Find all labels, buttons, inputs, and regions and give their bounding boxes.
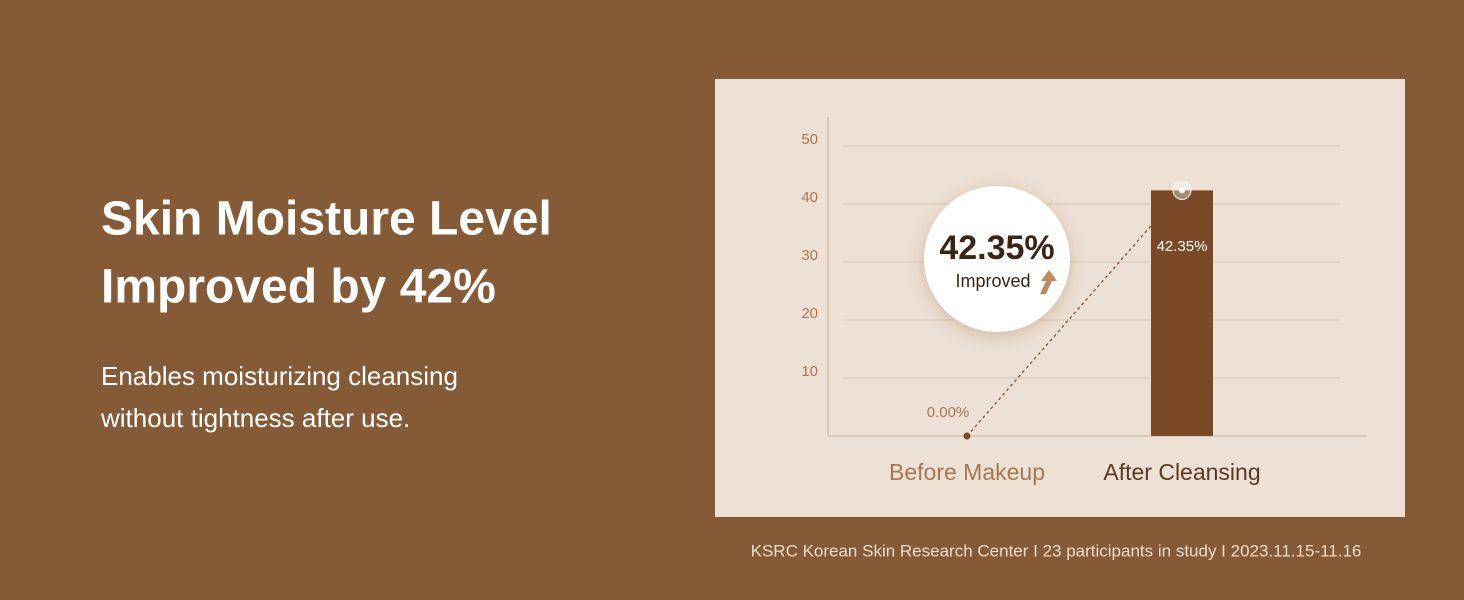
point — [1179, 187, 1185, 194]
x-tick-label: Before Makeup — [889, 459, 1045, 485]
value-label: 0.00% — [927, 404, 970, 421]
bar — [1151, 190, 1213, 436]
chart-panel — [715, 79, 1405, 517]
y-tick-label: 20 — [801, 305, 818, 322]
arrow-icon — [1040, 270, 1057, 294]
point — [963, 432, 971, 440]
x-tick-label: After Cleansing — [1103, 459, 1260, 485]
connector — [966, 189, 1183, 437]
description: without tightness after use. — [100, 403, 410, 433]
chart: 10 20 30 40 50 Before Makeup 0.00% After Cleans… — [801, 117, 1367, 485]
headline: Skin Moisture Level — [101, 193, 552, 246]
badge-label: Improved — [955, 271, 1030, 291]
y-tick-label: 40 — [801, 189, 818, 206]
headline: Improved by 42% — [101, 261, 496, 314]
y-tick-label: 10 — [801, 363, 818, 380]
y-tick-label: 50 — [801, 131, 818, 148]
value-label: 42.35% — [1157, 238, 1208, 255]
y-tick-label: 30 — [801, 247, 818, 264]
description: Enables moisturizing cleansing — [101, 361, 458, 391]
badge — [924, 186, 1070, 332]
footnote: KSRC Korean Skin Research Center I 23 pa… — [751, 541, 1362, 560]
badge-value: 42.35% — [939, 229, 1054, 267]
